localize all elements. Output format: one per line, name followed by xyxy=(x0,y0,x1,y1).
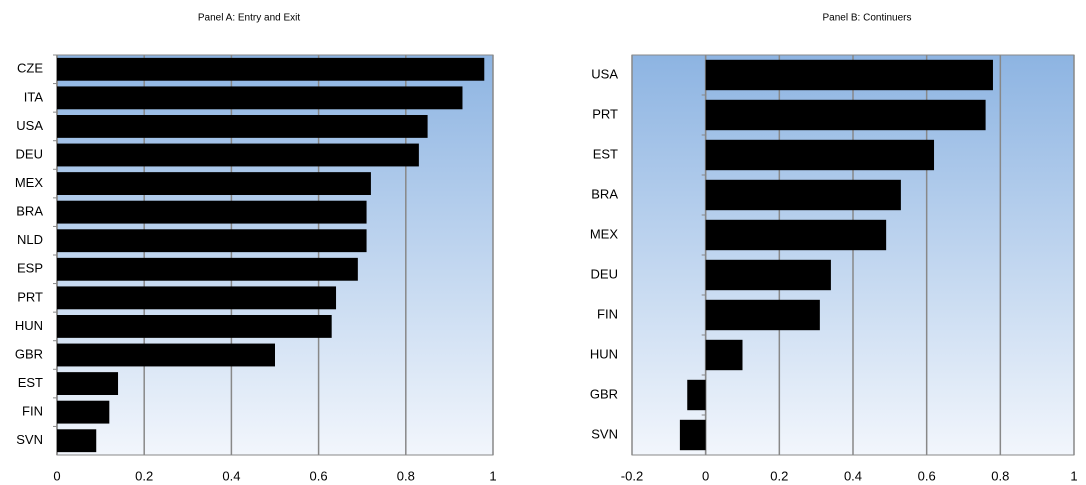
y-tick-label: DEU xyxy=(16,146,43,161)
bar xyxy=(705,259,831,291)
y-tick-label: SVN xyxy=(16,432,43,447)
bar xyxy=(57,257,358,281)
bar xyxy=(57,343,275,367)
x-tick-label: 0.2 xyxy=(770,468,788,483)
bar xyxy=(57,400,110,424)
x-tick-label: 0.8 xyxy=(397,468,415,483)
bar xyxy=(705,179,901,211)
y-tick-label: MEX xyxy=(590,226,619,241)
x-tick-label: 0 xyxy=(702,468,709,483)
bar xyxy=(687,379,706,411)
y-tick-label: MEX xyxy=(15,175,44,190)
x-tick-label: -0.2 xyxy=(621,468,643,483)
bar xyxy=(705,299,820,331)
x-tick-label: 0.2 xyxy=(135,468,153,483)
bar xyxy=(705,339,743,371)
y-tick-label: EST xyxy=(18,375,43,390)
y-tick-label: GBR xyxy=(15,346,43,361)
x-tick-label: 1 xyxy=(489,468,496,483)
y-tick-label: DEU xyxy=(591,266,618,281)
bar xyxy=(57,200,367,224)
bar xyxy=(57,172,371,195)
bar xyxy=(57,57,485,81)
y-tick-label: USA xyxy=(16,118,43,133)
y-tick-label: ESP xyxy=(17,261,43,276)
chart-title: Panel A: Entry and Exit xyxy=(198,13,301,24)
y-tick-label: FIN xyxy=(22,404,43,419)
y-tick-label: NLD xyxy=(17,232,43,247)
y-tick-label: BRA xyxy=(16,204,43,219)
y-tick-label: HUN xyxy=(15,318,43,333)
bar xyxy=(57,229,367,253)
bar xyxy=(57,115,428,138)
y-tick-label: FIN xyxy=(597,306,618,321)
bar xyxy=(705,219,887,251)
y-tick-label: PRT xyxy=(592,106,618,121)
bar xyxy=(57,86,463,110)
chart-title: Panel B: Continuers xyxy=(823,13,912,24)
bar xyxy=(57,286,337,310)
y-tick-label: EST xyxy=(593,146,618,161)
bar xyxy=(57,429,97,453)
x-tick-label: 0 xyxy=(53,468,60,483)
y-tick-label: GBR xyxy=(590,386,618,401)
bar xyxy=(57,315,332,338)
x-tick-label: 1 xyxy=(1070,468,1077,483)
x-tick-label: 0.8 xyxy=(991,468,1009,483)
x-tick-label: 0.6 xyxy=(310,468,328,483)
y-tick-label: ITA xyxy=(24,89,44,104)
x-tick-label: 0.4 xyxy=(222,468,240,483)
y-tick-label: BRA xyxy=(591,186,618,201)
bar xyxy=(705,59,993,91)
x-tick-label: 0.6 xyxy=(918,468,936,483)
bar xyxy=(679,419,706,451)
y-tick-label: SVN xyxy=(591,426,618,441)
bar xyxy=(57,372,119,395)
bar xyxy=(705,99,986,131)
y-tick-label: CZE xyxy=(17,61,43,76)
x-tick-label: 0.4 xyxy=(844,468,862,483)
bar xyxy=(705,139,935,171)
y-tick-label: USA xyxy=(591,66,618,81)
y-tick-label: HUN xyxy=(590,346,618,361)
bar xyxy=(57,143,419,167)
y-tick-label: PRT xyxy=(17,289,43,304)
